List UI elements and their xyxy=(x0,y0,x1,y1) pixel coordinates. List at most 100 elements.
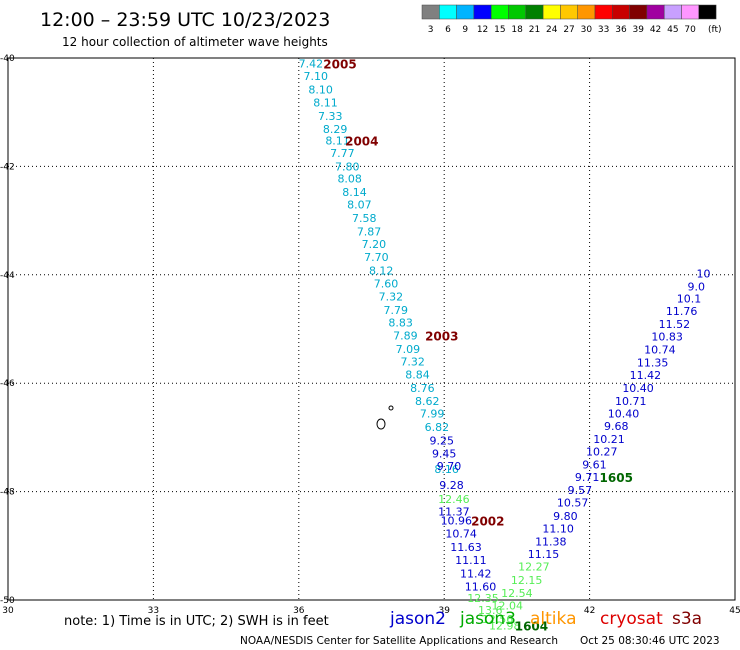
legend-label: 6 xyxy=(445,25,451,35)
swh-value: 7.10 xyxy=(304,70,329,83)
legend-swatch xyxy=(421,4,440,20)
swh-value: 11.37 xyxy=(438,506,470,519)
swh-value: 11.63 xyxy=(450,541,482,554)
swh-value: 10.57 xyxy=(557,496,589,509)
legend-label: 45 xyxy=(667,25,678,35)
swh-value: 10.83 xyxy=(651,331,683,344)
pass-time-label: 2003 xyxy=(425,330,458,344)
x-tick-label: 33 xyxy=(148,606,159,616)
y-tick-label: -42 xyxy=(0,162,15,172)
swh-value: 8.29 xyxy=(323,123,348,136)
map-subtitle: 12 hour collection of altimeter wave hei… xyxy=(62,35,328,49)
legend-swatch xyxy=(646,4,665,20)
swh-value: 9.70 xyxy=(437,460,462,473)
pass-time-label: 1605 xyxy=(600,471,633,485)
swh-value: 7.80 xyxy=(335,160,360,173)
swh-value: 9.45 xyxy=(432,448,457,461)
map-frame xyxy=(7,57,736,601)
swh-value: 12.04 xyxy=(491,599,523,612)
legend-swatch xyxy=(542,4,561,20)
legend-label: 9 xyxy=(462,25,468,35)
legend-label: 70 xyxy=(684,25,696,35)
swh-value: 7.77 xyxy=(330,147,355,160)
swh-value: 12.15 xyxy=(511,574,543,587)
sat-jason2: jason2 xyxy=(389,609,446,629)
x-tick-label: 30 xyxy=(2,606,14,616)
map-title: 12:00 – 23:59 UTC 10/23/2023 xyxy=(40,9,330,31)
pass-time-label: 2002 xyxy=(471,514,504,528)
pass-time-label: 2004 xyxy=(345,134,378,148)
pass-time-label: 2005 xyxy=(323,57,356,71)
swh-tracks: 7.427.108.108.117.338.298.117.777.808.08… xyxy=(299,57,711,632)
swh-value: 11.38 xyxy=(535,535,567,548)
swh-value: 8.07 xyxy=(347,198,372,211)
footer-note: note: 1) Time is in UTC; 2) SWH is in fe… xyxy=(64,614,329,629)
y-tick-label: -46 xyxy=(0,379,15,389)
swh-value: 9.57 xyxy=(568,484,593,497)
legend-swatch xyxy=(577,4,596,20)
x-tick-label: 42 xyxy=(584,606,595,616)
legend-label: 39 xyxy=(633,25,645,35)
swh-value: 8.11 xyxy=(325,134,350,147)
legend-label: 42 xyxy=(650,25,661,35)
legend-swatch xyxy=(508,4,527,20)
swh-value: 9.61 xyxy=(582,459,607,472)
footer-timestamp: Oct 25 08:30:46 UTC 2023 xyxy=(580,635,720,647)
legend-label: 15 xyxy=(494,25,505,35)
swh-value: 12.98 xyxy=(489,619,521,632)
swh-value: 13.6 xyxy=(478,604,503,617)
swh-value: 7.09 xyxy=(396,343,421,356)
swh-value: 7.42 xyxy=(299,57,324,70)
swh-value: 12.56 xyxy=(482,613,514,626)
color-legend: 3 6 9 12 15 18 21 24 27 30 33 36 39 42 45 70 xyxy=(421,4,717,35)
legend-label: 21 xyxy=(529,25,540,35)
legend-swatch xyxy=(560,4,578,20)
swh-value: 11.42 xyxy=(460,567,492,580)
sat-s3a: s3a xyxy=(672,609,702,629)
swh-value: 11.11 xyxy=(455,554,487,567)
swh-value: 9.71 xyxy=(575,471,600,484)
sat-jason3: jason3 xyxy=(459,609,516,629)
swh-value: 8.83 xyxy=(388,316,413,329)
legend-swatch xyxy=(439,4,457,20)
swh-value: 10 xyxy=(696,268,710,281)
legend-swatch xyxy=(612,4,630,20)
swh-value: 7.89 xyxy=(393,330,418,343)
swh-value: 7.60 xyxy=(374,277,399,290)
swh-value: 10.21 xyxy=(593,433,625,446)
legend-swatch xyxy=(525,4,544,20)
swh-value: 7.32 xyxy=(400,356,425,369)
swh-value: 8.10 xyxy=(308,83,333,96)
y-tick-label: -50 xyxy=(0,596,15,606)
swh-value: 11.60 xyxy=(465,580,497,593)
swh-value: 11.10 xyxy=(542,522,574,535)
swh-value: 11.52 xyxy=(659,318,691,331)
swh-value: 10.27 xyxy=(586,445,618,458)
swh-value: 7.70 xyxy=(364,251,389,264)
swh-value: 10.96 xyxy=(441,514,473,527)
legend-label: 27 xyxy=(563,25,574,35)
swh-value: 11.35 xyxy=(637,357,669,370)
axis-labels: 30 33 36 39 42 45 -40 -42 -44 -46 -48 -50 xyxy=(0,54,740,616)
swh-value: 12.35 xyxy=(467,592,499,605)
swh-value: 8.12 xyxy=(369,264,394,277)
swh-value: 7.99 xyxy=(420,408,445,421)
swh-value: 8.16 xyxy=(434,463,459,476)
swh-value: 9.0 xyxy=(687,281,705,294)
legend-unit: (ft) xyxy=(708,25,722,35)
legend-label: 36 xyxy=(615,25,627,35)
swh-value: 10.71 xyxy=(615,395,647,408)
swh-value: 12.27 xyxy=(518,560,550,573)
legend-swatch xyxy=(698,4,717,20)
pass-time-label: 1604 xyxy=(515,619,548,633)
swh-value: 8.76 xyxy=(410,382,435,395)
legend-swatch xyxy=(594,4,613,20)
swh-value: 8.08 xyxy=(337,172,362,185)
swh-value: 8.84 xyxy=(405,369,430,382)
swh-value: 6.82 xyxy=(425,421,450,434)
swh-value: 11.15 xyxy=(528,548,560,561)
legend-swatch xyxy=(663,4,682,20)
swh-value: 7.33 xyxy=(318,110,343,123)
swh-value: 7.87 xyxy=(357,225,382,238)
